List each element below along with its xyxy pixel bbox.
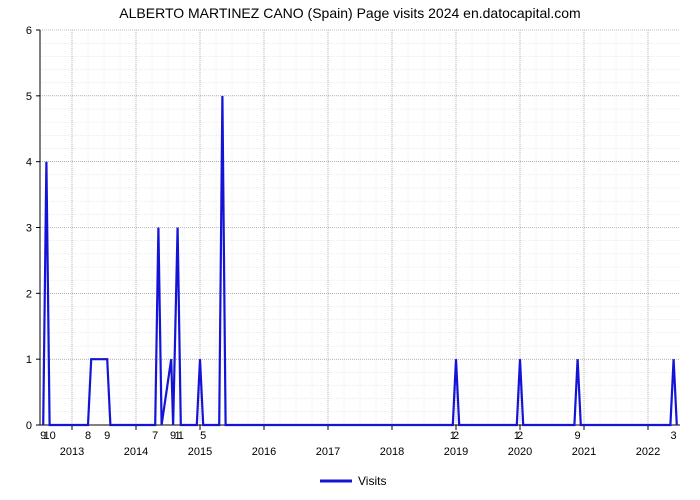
x-tick-label: 2015 [188, 446, 212, 458]
value-label: 1 [178, 430, 184, 442]
value-label: 9 [575, 430, 581, 442]
x-tick-label: 2014 [124, 446, 148, 458]
x-tick-label: 2019 [444, 446, 468, 458]
y-tick-label: 5 [26, 91, 32, 103]
value-label: 9 [104, 430, 110, 442]
x-tick-label: 2020 [508, 446, 532, 458]
x-tick-label: 2017 [316, 446, 340, 458]
chart-container: ALBERTO MARTINEZ CANO (Spain) Page visit… [0, 0, 700, 500]
value-label: 10 [43, 430, 55, 442]
x-tick-label: 2013 [60, 446, 84, 458]
value-label: 3 [671, 430, 677, 442]
y-tick-label: 2 [26, 288, 32, 300]
y-tick-label: 1 [26, 354, 32, 366]
value-label: 8 [85, 430, 91, 442]
x-tick-label: 2021 [572, 446, 596, 458]
chart-svg: ALBERTO MARTINEZ CANO (Spain) Page visit… [0, 0, 700, 500]
legend-label: Visits [358, 474, 386, 488]
y-tick-label: 4 [26, 157, 32, 169]
y-tick-label: 6 [26, 25, 32, 37]
x-tick-label: 2018 [380, 446, 404, 458]
y-tick-label: 0 [26, 420, 32, 432]
value-label: 2 [517, 430, 523, 442]
chart-title: ALBERTO MARTINEZ CANO (Spain) Page visit… [119, 5, 580, 21]
value-label: 2 [453, 430, 459, 442]
value-label: 7 [152, 430, 158, 442]
x-tick-label: 2022 [636, 446, 660, 458]
value-label: 5 [200, 430, 206, 442]
y-tick-label: 3 [26, 223, 32, 235]
x-tick-label: 2016 [252, 446, 276, 458]
